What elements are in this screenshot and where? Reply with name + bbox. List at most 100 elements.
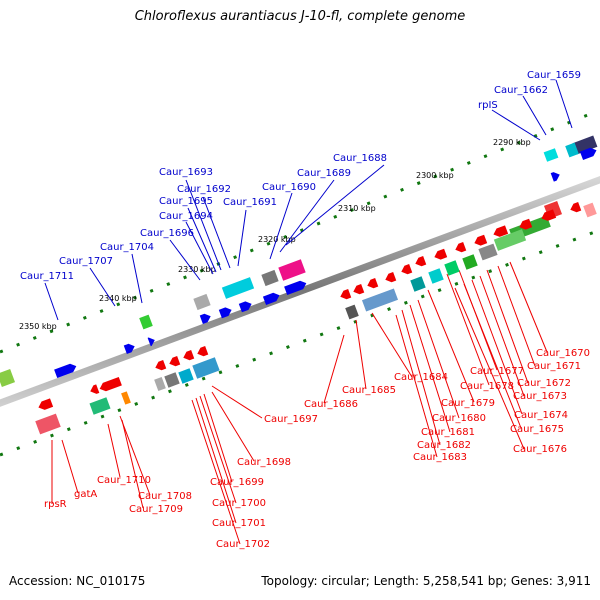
leader-line [454,287,525,450]
gene-feature-box [565,142,579,158]
leader-line [237,209,247,267]
gene-label-reverse: Caur_1673 [513,391,567,402]
gene-feature-box [261,269,279,287]
gene-label-reverse: Caur_1685 [342,385,396,396]
leader-line [269,192,293,260]
gene-feature-box [139,314,153,330]
gene-arrow-shape [340,289,352,300]
gene-arrow-shape [183,350,195,361]
gene-arrow-shape [493,225,509,237]
gene-feature-box [478,243,498,261]
gene-label-reverse: Caur_1675 [510,424,564,435]
gene-label-reverse: Caur_1700 [212,498,266,509]
gene-feature-box [35,413,61,435]
gene-arrow-shape [353,284,365,295]
gene-feature-box [410,276,426,292]
gene-arrow-shape [238,301,252,313]
gene-feature-box [121,391,131,405]
gene-label-reverse: Caur_1674 [514,410,568,421]
gene-arrow [284,280,307,296]
gene-label-reverse: Caur_1676 [513,444,567,455]
gene-feature-box [543,148,559,162]
gene-label-reverse: Caur_1679 [441,398,495,409]
gene-arrow [90,384,100,394]
gene-arrow-shape [474,234,488,246]
leader-line [119,415,151,496]
gene-label-forward: Caur_1711 [20,271,74,282]
gene-arrow [519,218,533,230]
gene-arrow-shape [218,307,232,319]
map-title: Chloroflexus aurantiacus J-10-fl, comple… [134,9,466,24]
gene-arrow-shape [541,209,557,221]
genome-summary-text: Topology: circular; Length: 5,258,541 bp… [261,574,591,588]
gene-arrow [550,172,560,182]
gene-label-reverse: Caur_1709 [129,504,183,515]
gene-label-forward: Caur_1704 [100,242,154,253]
leader-line [195,397,237,524]
gene-arrow [199,313,211,324]
leader-line [185,179,222,271]
gene-feature-box [178,368,194,384]
gene-arrow-shape [434,248,448,260]
leader-line [121,419,144,509]
gene-feature-box [0,368,16,388]
gene-feature-box [221,277,255,299]
leader-line [185,221,214,275]
gene-label-forward: Caur_1707 [59,256,113,267]
gene-arrow [541,209,557,221]
gene-arrow-shape [199,313,211,324]
gene-label-reverse: Caur_1698 [237,457,291,468]
gene-label-reverse: Caur_1670 [536,348,590,359]
gene-arrow [474,234,488,246]
gene-arrow-shape [284,280,307,296]
gene-arrow-shape [455,242,467,253]
leader-line [427,289,475,403]
gene-label-reverse: Caur_1686 [304,399,358,410]
gene-label-reverse: Caur_1701 [212,518,266,529]
gene-feature-box [192,357,220,379]
leader-line [211,385,263,419]
leader-line [417,299,460,419]
gene-arrow [169,356,181,367]
gene-arrow [218,307,232,319]
gene-feature-box [164,372,180,388]
gene-arrow [385,272,397,283]
scale-tick-label: 2350 kbp [19,322,57,331]
gene-feature-box [493,229,527,251]
leader-line [395,314,438,458]
gene-feature-box [572,135,598,155]
leader-line [199,395,237,504]
scale-tick-label: 2290 kbp [493,138,531,147]
gene-arrow [38,398,54,410]
gene-label-reverse: Caur_1683 [413,452,467,463]
gene-arrow [155,360,167,371]
gene-label-forward: Caur_1696 [140,228,194,239]
gene-feature-box [361,288,399,312]
gene-arrow-shape [401,264,413,275]
gene-label-forward: Caur_1691 [223,197,277,208]
gene-arrow-shape [262,292,280,306]
gene-arrow-shape [570,202,582,213]
gene-arrow-shape [550,172,560,182]
leader-line [471,279,523,415]
gene-arrow [340,289,352,300]
gene-feature-box [345,304,359,320]
gene-label-forward: Caur_1688 [333,153,387,164]
label-leader-lines [44,79,573,545]
gene-arrow-shape [579,147,597,161]
gene-arrow [579,147,597,161]
gene-arrow [434,248,448,260]
gene-label-forward: Caur_1694 [159,211,213,222]
gene-arrow-shape [155,360,167,371]
gene-label-reverse: Caur_1697 [264,414,318,425]
leader-line [211,391,255,462]
gene-label-reverse: Caur_1677 [470,366,524,377]
leader-line [479,275,525,397]
gene-arrow-shape [90,384,100,394]
scale-tick-label: 2340 kbp [99,294,137,303]
leader-line [187,207,217,273]
gene-arrow [570,202,582,213]
gene-label-reverse: rpsR [44,499,67,510]
gene-arrow [238,301,252,313]
